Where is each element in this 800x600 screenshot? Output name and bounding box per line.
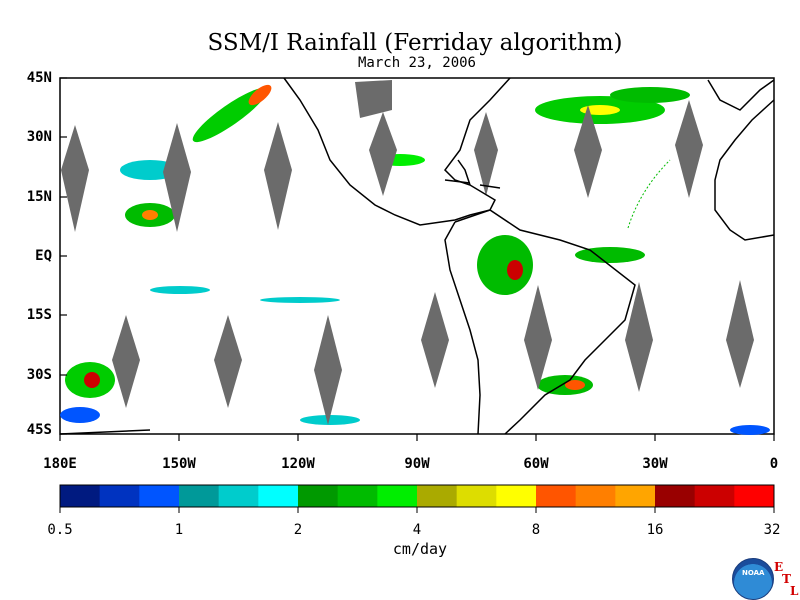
lat-label-eq: EQ: [35, 248, 52, 264]
colorbar-swatch: [655, 485, 696, 507]
colorbar-swatch: [575, 485, 616, 507]
no-data-gap: [314, 315, 342, 425]
axis-ticks: [59, 77, 775, 441]
colorbar-units: cm/day: [392, 540, 448, 558]
no-data-gap: [214, 315, 242, 408]
caribbean-islands: [444, 179, 501, 189]
no-data-gap: [625, 282, 653, 392]
colorbar-swatch: [377, 485, 418, 507]
colorbar-swatch: [734, 485, 775, 507]
colorbar-label: 1: [174, 522, 184, 538]
antarctic-coast: [59, 429, 151, 435]
rain-band: [60, 407, 100, 423]
florida-coast: [457, 159, 471, 186]
rain-band: [610, 87, 690, 103]
lon-label-0: 0: [769, 456, 779, 472]
map-frame: [59, 77, 775, 435]
rain-patches: [60, 84, 770, 435]
colorbar-swatch: [179, 485, 220, 507]
colorbar-swatch: [337, 485, 378, 507]
colorbar-label: 2: [293, 522, 303, 538]
africa-coast: [714, 99, 775, 241]
colorbar-swatch: [60, 485, 101, 507]
lon-label-120w: 120W: [281, 456, 315, 472]
rain-band: [507, 260, 523, 280]
rain-band: [730, 425, 770, 435]
colorbar-label: 8: [531, 522, 541, 538]
colorbar-swatch: [417, 485, 458, 507]
colorbar-swatch: [99, 485, 140, 507]
rain-band: [84, 372, 100, 388]
lon-label-150w: 150W: [162, 456, 196, 472]
lon-label-60w: 60W: [523, 456, 549, 472]
no-data-gap: [675, 100, 703, 198]
lon-label-180e: 180E: [43, 456, 77, 472]
colorbar-label: 0.5: [47, 522, 73, 538]
lat-label-15s: 15S: [26, 307, 52, 323]
lat-label-15n: 15N: [26, 189, 52, 205]
etl-letter-l: L: [790, 584, 799, 598]
no-data-gap: [61, 125, 89, 232]
colorbar-label: 32: [763, 522, 781, 538]
colorbar-swatch: [694, 485, 735, 507]
chart-title: SSM/I Rainfall (Ferriday algorithm): [207, 30, 623, 56]
no-data-gap: [264, 122, 292, 230]
south-america-coast: [444, 209, 636, 435]
colorbar: [59, 484, 775, 513]
no-data-gap: [524, 285, 552, 390]
rain-band: [260, 297, 340, 303]
colorbar-swatch: [258, 485, 299, 507]
colorbar-swatch: [536, 485, 577, 507]
lat-label-45s: 45S: [26, 422, 52, 438]
no-data-gap: [163, 123, 191, 232]
colorbar-swatch: [615, 485, 656, 507]
colorbar-swatch: [456, 485, 497, 507]
no-data-gap: [112, 315, 140, 408]
no-data-gap: [474, 112, 498, 196]
lat-label-45n: 45N: [26, 70, 52, 86]
rain-band: [477, 235, 533, 295]
chart-date: March 23, 2006: [357, 55, 476, 71]
no-data-gaps: [61, 80, 754, 425]
etl-letter-t: T: [782, 572, 791, 586]
rain-band: [150, 286, 210, 294]
north-america-coast: [283, 77, 511, 226]
rain-band: [565, 380, 585, 390]
greenland-coast: [707, 79, 775, 111]
lat-label-30n: 30N: [26, 129, 52, 145]
rain-band: [248, 84, 272, 106]
lat-label-30s: 30S: [26, 367, 52, 383]
noaa-logo-text: NOAA: [742, 569, 765, 577]
no-data-gap: [574, 105, 602, 198]
orbit-track: [627, 159, 671, 229]
no-data-gap: [355, 80, 392, 118]
no-data-gap: [421, 292, 449, 388]
colorbar-swatch: [218, 485, 259, 507]
colorbar-swatch: [298, 485, 339, 507]
rain-band: [300, 415, 360, 425]
noaa-logo: [732, 558, 774, 600]
lon-label-30w: 30W: [642, 456, 668, 472]
rain-band: [575, 247, 645, 263]
etl-letter-e: E: [774, 560, 784, 574]
colorbar-label: 16: [646, 522, 664, 538]
coastlines: [59, 77, 775, 435]
colorbar-label: 4: [412, 522, 422, 538]
colorbar-swatch: [496, 485, 537, 507]
rain-band: [142, 210, 158, 220]
colorbar-swatch: [139, 485, 180, 507]
lon-label-90w: 90W: [404, 456, 430, 472]
no-data-gap: [369, 112, 397, 196]
no-data-gap: [726, 280, 754, 388]
